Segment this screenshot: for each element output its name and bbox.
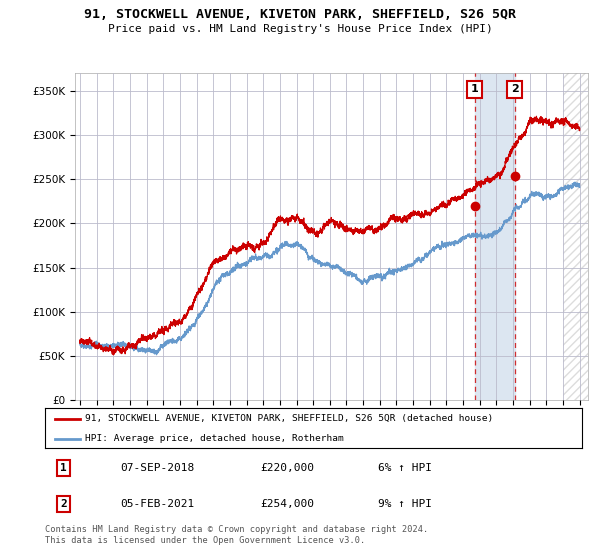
Text: 2: 2 xyxy=(61,499,67,509)
Bar xyxy=(563,73,600,400)
Text: 1: 1 xyxy=(470,84,478,94)
Text: 9% ↑ HPI: 9% ↑ HPI xyxy=(378,499,432,509)
Text: 91, STOCKWELL AVENUE, KIVETON PARK, SHEFFIELD, S26 5QR: 91, STOCKWELL AVENUE, KIVETON PARK, SHEF… xyxy=(84,8,516,21)
Text: 07-SEP-2018: 07-SEP-2018 xyxy=(120,463,194,473)
Bar xyxy=(563,73,600,400)
Bar xyxy=(475,73,515,400)
Text: 6% ↑ HPI: 6% ↑ HPI xyxy=(378,463,432,473)
Text: 05-FEB-2021: 05-FEB-2021 xyxy=(120,499,194,509)
Text: 1: 1 xyxy=(61,463,67,473)
Text: Contains HM Land Registry data © Crown copyright and database right 2024.
This d: Contains HM Land Registry data © Crown c… xyxy=(45,525,428,545)
Text: Price paid vs. HM Land Registry's House Price Index (HPI): Price paid vs. HM Land Registry's House … xyxy=(107,24,493,34)
Text: 2: 2 xyxy=(511,84,518,94)
Text: HPI: Average price, detached house, Rotherham: HPI: Average price, detached house, Roth… xyxy=(85,434,344,443)
Text: 91, STOCKWELL AVENUE, KIVETON PARK, SHEFFIELD, S26 5QR (detached house): 91, STOCKWELL AVENUE, KIVETON PARK, SHEF… xyxy=(85,414,494,423)
Text: £254,000: £254,000 xyxy=(260,499,314,509)
Text: £220,000: £220,000 xyxy=(260,463,314,473)
